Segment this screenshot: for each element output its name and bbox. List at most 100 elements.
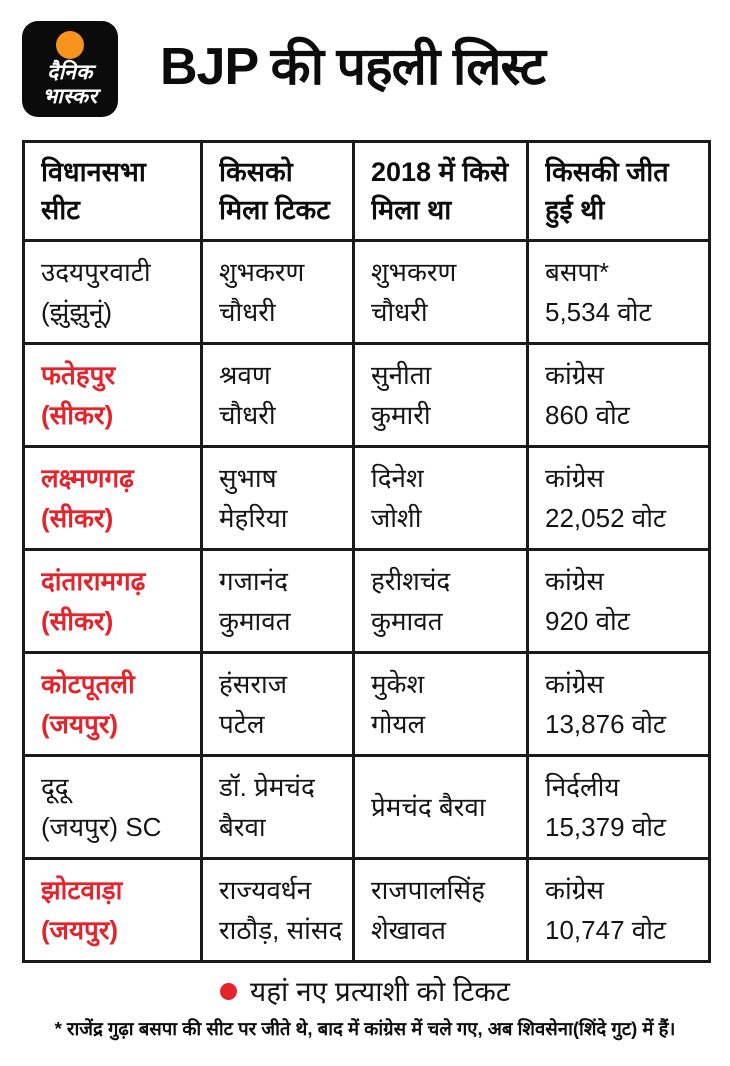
candidate-name: चौधरी xyxy=(219,297,276,327)
prev-candidate-name: कुमावत xyxy=(371,606,443,636)
sun-icon xyxy=(56,31,84,59)
prev-candidate-name: जोशी xyxy=(371,503,422,533)
prev-candidate-name: शुभकरण xyxy=(371,257,457,287)
prev-candidate-cell: राजपालसिंह शेखावत xyxy=(352,857,529,963)
candidate-name: हंसराज xyxy=(219,669,288,699)
seat-cell: कोटपूतली (जयपुर) xyxy=(22,651,203,757)
col-header-text: किसको xyxy=(219,157,293,187)
seat-name: दांतारामगढ़ xyxy=(41,566,146,596)
winner-votes: 22,052 वोट xyxy=(545,503,667,533)
winner-votes: 860 वोट xyxy=(545,400,630,430)
winner-cell: कांग्रेस 920 वोट xyxy=(526,548,711,654)
winner-votes: 10,747 वोट xyxy=(545,915,667,945)
seat-district: (झुंझुनूं) xyxy=(41,297,113,327)
table-row: दांतारामगढ़ (सीकर) गजानंद कुमावत हरीशचंद… xyxy=(22,548,711,654)
col-header-text: सीट xyxy=(41,195,80,225)
prev-candidate-cell: मुकेश गोयल xyxy=(352,651,529,757)
winner-cell: कांग्रेस 13,876 वोट xyxy=(526,651,711,757)
seat-cell: फतेहपुर (सीकर) xyxy=(22,342,203,448)
candidate-name: राठौड़, सांसद xyxy=(219,915,343,945)
candidate-name: चौधरी xyxy=(219,400,276,430)
seat-district: (जयपुर) SC xyxy=(41,812,162,842)
candidate-name: श्रवण xyxy=(219,360,271,390)
col-header-text: हुई थी xyxy=(545,195,605,225)
footnote: * राजेंद्र गुढ़ा बसपा की सीट पर जीते थे,… xyxy=(54,1018,676,1039)
winner-cell: बसपा* 5,534 वोट xyxy=(526,239,711,345)
prev-candidate-name: दिनेश xyxy=(371,463,424,493)
table-row: कोटपूतली (जयपुर) हंसराज पटेल मुकेश गोयल … xyxy=(22,651,711,757)
ticket-cell: राज्यवर्धन राठौड़, सांसद xyxy=(200,857,355,963)
logo-text-line1: दैनिक xyxy=(47,61,93,84)
table-row: फतेहपुर (सीकर) श्रवण चौधरी सुनीता कुमारी… xyxy=(22,342,711,448)
legend: यहां नए प्रत्याशी को टिकट xyxy=(0,972,730,1010)
table-row: दूदू (जयपुर) SC डॉ. प्रेमचंद बैरवा प्रेम… xyxy=(22,754,711,860)
candidate-name: राज्यवर्धन xyxy=(219,875,312,905)
red-dot-icon xyxy=(219,982,237,1000)
winner-party: कांग्रेस xyxy=(545,360,604,390)
winner-cell: निर्दलीय 15,379 वोट xyxy=(526,754,711,860)
col-header-text: विधानसभा xyxy=(41,157,146,187)
winner-party: कांग्रेस xyxy=(545,463,604,493)
ticket-cell: श्रवण चौधरी xyxy=(200,342,355,448)
col-header-text: मिला था xyxy=(371,195,452,225)
winner-votes: 13,876 वोट xyxy=(545,709,667,739)
prev-candidate-name: मुकेश xyxy=(371,669,425,699)
col-header-text: 2018 में किसे xyxy=(371,157,509,187)
winner-party: कांग्रेस xyxy=(545,875,604,905)
ticket-cell: हंसराज पटेल xyxy=(200,651,355,757)
seat-name: उदयपुरवाटी xyxy=(41,257,151,287)
candidate-name: बैरवा xyxy=(219,812,266,842)
seat-name: झोटवाड़ा xyxy=(41,875,123,905)
prev-candidate-cell: दिनेश जोशी xyxy=(352,445,529,551)
winner-party: कांग्रेस xyxy=(545,669,604,699)
prev-candidate-name: प्रेमचंद बैरवा xyxy=(371,792,486,822)
winner-cell: कांग्रेस 860 वोट xyxy=(526,342,711,448)
page-title: BJP की पहली लिस्ट xyxy=(160,37,546,96)
prev-candidate-cell: सुनीता कुमारी xyxy=(352,342,529,448)
prev-candidate-cell: हरीशचंद कुमावत xyxy=(352,548,529,654)
header-row: विधानसभा सीट किसको मिला टिकट 2018 में कि… xyxy=(22,140,711,242)
seat-district: (सीकर) xyxy=(41,606,114,636)
prev-candidate-name: हरीशचंद xyxy=(371,566,451,596)
prev-candidate-name: चौधरी xyxy=(371,297,428,327)
prev-candidate-cell: शुभकरण चौधरी xyxy=(352,239,529,345)
table-row: लक्ष्मणगढ़ (सीकर) सुभाष मेहरिया दिनेश जो… xyxy=(22,445,711,551)
winner-votes: 920 वोट xyxy=(545,606,630,636)
col-header-ticket: किसको मिला टिकट xyxy=(200,140,355,242)
seat-name: कोटपूतली xyxy=(41,669,135,699)
col-header-text: मिला टिकट xyxy=(219,195,330,225)
seat-cell: झोटवाड़ा (जयपुर) xyxy=(22,857,203,963)
candidate-name: पटेल xyxy=(219,709,265,739)
dainik-bhaskar-logo: दैनिक भास्कर xyxy=(22,21,118,117)
seat-cell: दांतारामगढ़ (सीकर) xyxy=(22,548,203,654)
winner-votes: 15,379 वोट xyxy=(545,812,667,842)
candidate-name: डॉ. प्रेमचंद xyxy=(219,772,315,802)
winner-party: निर्दलीय xyxy=(545,772,620,802)
col-header-2018: 2018 में किसे मिला था xyxy=(352,140,529,242)
prev-candidate-name: राजपालसिंह xyxy=(371,875,485,905)
prev-candidate-name: शेखावत xyxy=(371,915,446,945)
seat-district: (सीकर) xyxy=(41,400,114,430)
seat-district: (जयपुर) xyxy=(41,915,119,945)
candidate-name: शुभकरण xyxy=(219,257,305,287)
ticket-cell: शुभकरण चौधरी xyxy=(200,239,355,345)
winner-cell: कांग्रेस 22,052 वोट xyxy=(526,445,711,551)
candidate-name: कुमावत xyxy=(219,606,291,636)
prev-candidate-name: गोयल xyxy=(371,709,426,739)
seat-district: (सीकर) xyxy=(41,503,114,533)
seat-name: लक्ष्मणगढ़ xyxy=(41,463,134,493)
ticket-cell: डॉ. प्रेमचंद बैरवा xyxy=(200,754,355,860)
candidate-name: मेहरिया xyxy=(219,503,288,533)
seat-cell: दूदू (जयपुर) SC xyxy=(22,754,203,860)
winner-party: बसपा* xyxy=(545,257,610,287)
masthead: दैनिक भास्कर BJP की पहली लिस्ट xyxy=(0,0,730,130)
col-header-text: किसकी जीत xyxy=(545,157,669,187)
table-row: झोटवाड़ा (जयपुर) राज्यवर्धन राठौड़, सांस… xyxy=(22,857,711,963)
winner-cell: कांग्रेस 10,747 वोट xyxy=(526,857,711,963)
col-header-seat: विधानसभा सीट xyxy=(22,140,203,242)
ticket-cell: सुभाष मेहरिया xyxy=(200,445,355,551)
candidate-name: सुभाष xyxy=(219,463,277,493)
logo-text-line2: भास्कर xyxy=(42,85,98,108)
prev-candidate-cell: प्रेमचंद बैरवा xyxy=(352,754,529,860)
